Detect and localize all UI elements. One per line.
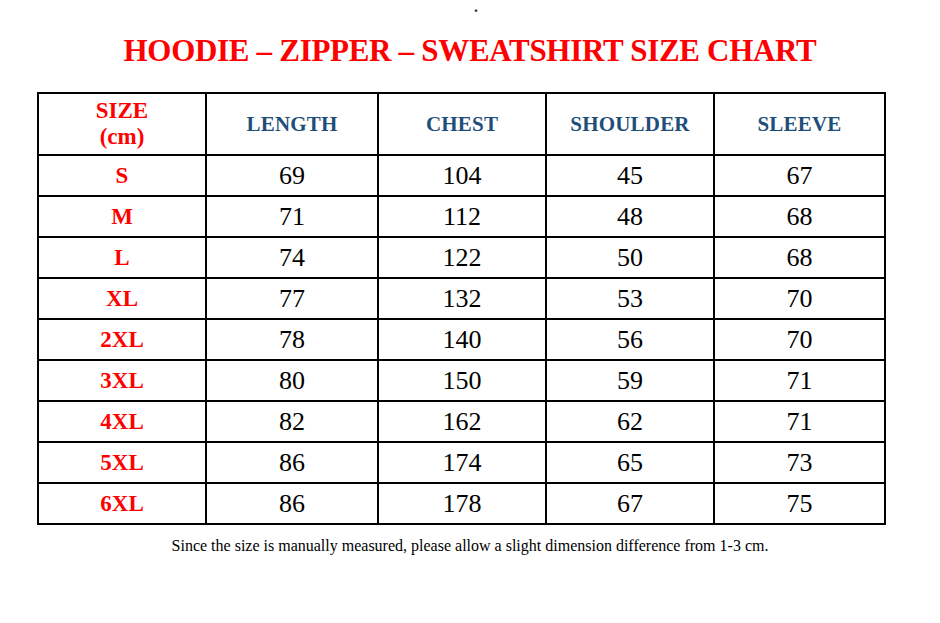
table-cell: 162 <box>378 401 546 442</box>
table-row: 5XL 86 174 65 73 <box>38 442 885 483</box>
table-cell: 77 <box>206 278 378 319</box>
table-cell: 62 <box>546 401 714 442</box>
table-row: 2XL 78 140 56 70 <box>38 319 885 360</box>
table-cell: 86 <box>206 442 378 483</box>
row-size-label: 6XL <box>38 483 206 524</box>
table-header-row: SIZE (cm) LENGTH CHEST SHOULDER SLEEVE <box>38 93 885 155</box>
row-size-label: M <box>38 196 206 237</box>
row-size-label: 3XL <box>38 360 206 401</box>
table-row: XL 77 132 53 70 <box>38 278 885 319</box>
table-cell: 67 <box>546 483 714 524</box>
table-row: 4XL 82 162 62 71 <box>38 401 885 442</box>
table-cell: 67 <box>714 155 885 196</box>
table-cell: 48 <box>546 196 714 237</box>
table-cell: 59 <box>546 360 714 401</box>
table-cell: 78 <box>206 319 378 360</box>
footnote: Since the size is manually measured, ple… <box>0 537 940 555</box>
table-cell: 86 <box>206 483 378 524</box>
column-header-size: SIZE (cm) <box>38 93 206 155</box>
row-size-label: S <box>38 155 206 196</box>
size-chart-table: SIZE (cm) LENGTH CHEST SHOULDER SLEEVE S… <box>37 92 886 525</box>
column-header-sleeve: SLEEVE <box>714 93 885 155</box>
table-cell: 71 <box>206 196 378 237</box>
row-size-label: 5XL <box>38 442 206 483</box>
size-header-line1: SIZE <box>39 98 205 124</box>
table-row: 6XL 86 178 67 75 <box>38 483 885 524</box>
page-title: HOODIE – ZIPPER – SWEATSHIRT SIZE CHART <box>0 33 940 69</box>
table-cell: 68 <box>714 196 885 237</box>
table-cell: 70 <box>714 278 885 319</box>
table-cell: 80 <box>206 360 378 401</box>
table-cell: 53 <box>546 278 714 319</box>
table-row: 3XL 80 150 59 71 <box>38 360 885 401</box>
table-cell: 104 <box>378 155 546 196</box>
table-cell: 56 <box>546 319 714 360</box>
table-cell: 65 <box>546 442 714 483</box>
table-cell: 75 <box>714 483 885 524</box>
table-cell: 150 <box>378 360 546 401</box>
table-row: M 71 112 48 68 <box>38 196 885 237</box>
stray-period-mark: . <box>474 0 478 15</box>
column-header-length: LENGTH <box>206 93 378 155</box>
row-size-label: 4XL <box>38 401 206 442</box>
table-cell: 178 <box>378 483 546 524</box>
table-cell: 71 <box>714 401 885 442</box>
table-row: S 69 104 45 67 <box>38 155 885 196</box>
size-header-line2: (cm) <box>39 124 205 150</box>
table-cell: 174 <box>378 442 546 483</box>
table-cell: 69 <box>206 155 378 196</box>
table-cell: 71 <box>714 360 885 401</box>
table-cell: 132 <box>378 278 546 319</box>
table-cell: 68 <box>714 237 885 278</box>
table-cell: 45 <box>546 155 714 196</box>
table-cell: 74 <box>206 237 378 278</box>
table-cell: 73 <box>714 442 885 483</box>
row-size-label: XL <box>38 278 206 319</box>
table-cell: 122 <box>378 237 546 278</box>
column-header-shoulder: SHOULDER <box>546 93 714 155</box>
row-size-label: 2XL <box>38 319 206 360</box>
table-cell: 140 <box>378 319 546 360</box>
table-cell: 50 <box>546 237 714 278</box>
column-header-chest: CHEST <box>378 93 546 155</box>
table-row: L 74 122 50 68 <box>38 237 885 278</box>
table-cell: 112 <box>378 196 546 237</box>
table-cell: 82 <box>206 401 378 442</box>
table-cell: 70 <box>714 319 885 360</box>
row-size-label: L <box>38 237 206 278</box>
